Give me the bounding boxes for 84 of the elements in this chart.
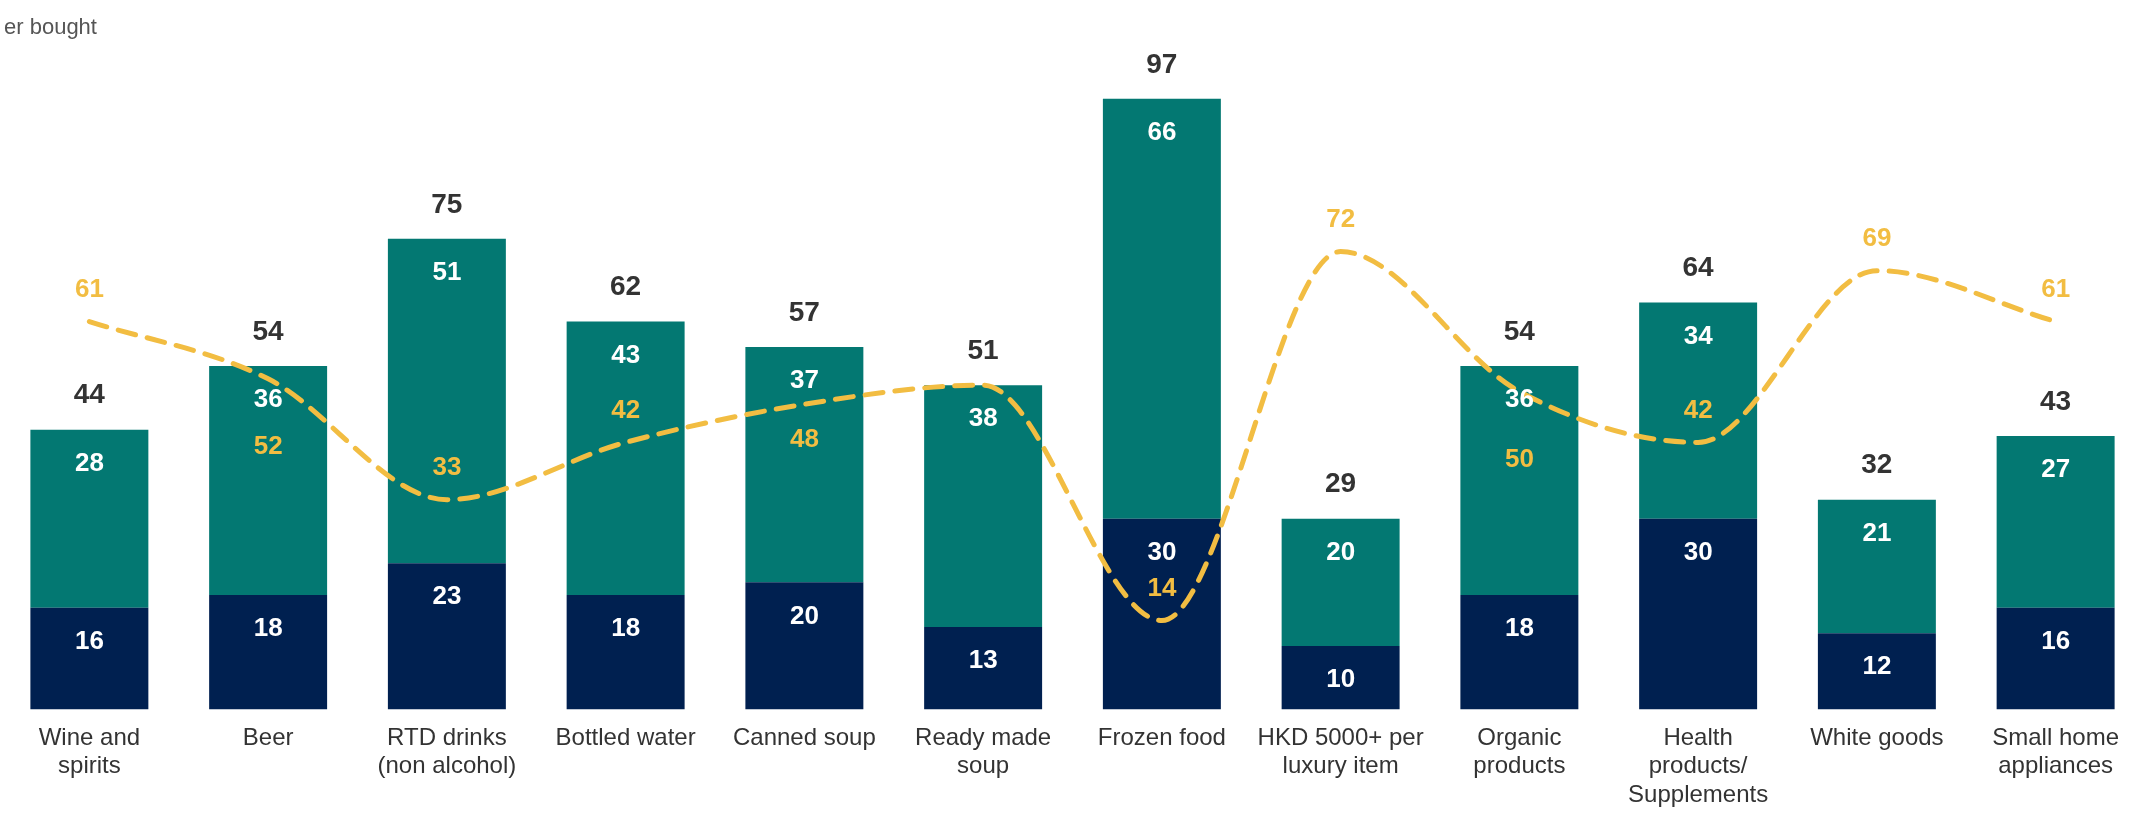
bar [1281, 645, 1400, 710]
x-tick-label: RTD drinks (non alcohol) [377, 722, 517, 779]
total-label: 51 [967, 333, 999, 365]
bar [209, 595, 328, 710]
bar [1996, 436, 2115, 608]
bar [1102, 98, 1221, 519]
x-tick-label: Bottled water [555, 722, 696, 750]
bar [1281, 518, 1400, 646]
data-label: 48 [789, 423, 819, 454]
x-tick-label: Health products/ Supplements [1628, 722, 1769, 808]
total-label: 54 [252, 314, 285, 346]
bar [1460, 595, 1579, 710]
x-tick-label: HKD 5000+ per luxury item [1257, 722, 1424, 779]
bar [1817, 499, 1936, 634]
data-label: 28 [74, 446, 104, 477]
bar [745, 582, 864, 710]
data-label: 51 [432, 255, 462, 286]
data-label: 23 [432, 580, 462, 611]
data-label: 34 [1683, 319, 1714, 350]
data-label: 16 [2041, 624, 2071, 655]
total-label: 44 [73, 378, 106, 410]
x-tick-label: Frozen food [1097, 722, 1226, 750]
bar [387, 238, 506, 564]
data-label: 42 [611, 393, 641, 424]
data-label: 50 [1504, 442, 1534, 473]
data-label: 16 [74, 624, 104, 655]
total-label: 64 [1682, 251, 1715, 283]
bar [924, 626, 1043, 710]
data-label: 66 [1147, 116, 1177, 147]
data-label: 30 [1683, 535, 1713, 566]
bar [387, 563, 506, 710]
data-label: 18 [253, 612, 283, 643]
data-label: 36 [253, 383, 283, 414]
bar [1102, 518, 1221, 710]
data-label: 52 [253, 429, 283, 460]
x-tick-label: Beer [242, 722, 294, 750]
bar [30, 607, 149, 710]
data-label: 20 [789, 599, 819, 630]
x-tick-label: Wine and spirits [38, 722, 141, 779]
bar [566, 321, 685, 596]
data-label: 20 [1326, 535, 1356, 566]
total-label: 54 [1503, 314, 1536, 346]
total-label: 43 [2040, 384, 2072, 416]
total-label: 32 [1861, 448, 1893, 480]
data-label: 14 [1147, 571, 1177, 602]
x-tick-label: Ready made soup [915, 722, 1052, 779]
total-label: 97 [1146, 47, 1178, 79]
data-label: 21 [1862, 516, 1892, 547]
bar [745, 346, 864, 583]
x-tick-label: Small home appliances [1992, 722, 2119, 779]
data-label: 43 [611, 338, 641, 369]
data-label: 36 [1504, 383, 1534, 414]
bar [1817, 633, 1936, 710]
total-label: 62 [610, 270, 642, 302]
total-label: 57 [788, 295, 820, 327]
data-label: 69 [1862, 221, 1892, 252]
data-label: 18 [611, 612, 641, 643]
bar [1639, 518, 1758, 710]
bar [1639, 302, 1758, 519]
bar [924, 385, 1043, 627]
annotation: er bought [4, 14, 97, 40]
total-label: 29 [1325, 467, 1357, 499]
data-label: 72 [1326, 202, 1356, 233]
data-label: 38 [968, 402, 998, 433]
bar [209, 366, 328, 596]
bar [566, 595, 685, 710]
data-label: 13 [968, 644, 998, 675]
x-tick-label: Organic products [1473, 722, 1566, 779]
x-tick-label: White goods [1810, 722, 1944, 750]
bar [1460, 366, 1579, 596]
data-label: 12 [1862, 650, 1892, 681]
bar [30, 429, 149, 608]
data-label: 37 [789, 364, 819, 395]
total-label: 75 [431, 187, 463, 219]
data-label: 61 [2041, 272, 2071, 303]
data-label: 33 [432, 450, 462, 481]
data-label: 30 [1147, 535, 1177, 566]
bar [1996, 607, 2115, 710]
data-label: 61 [74, 272, 104, 303]
data-label: 18 [1504, 612, 1534, 643]
data-label: 10 [1326, 663, 1356, 694]
data-label: 27 [2041, 453, 2071, 484]
data-label: 42 [1683, 393, 1713, 424]
x-tick-label: Canned soup [732, 722, 876, 750]
